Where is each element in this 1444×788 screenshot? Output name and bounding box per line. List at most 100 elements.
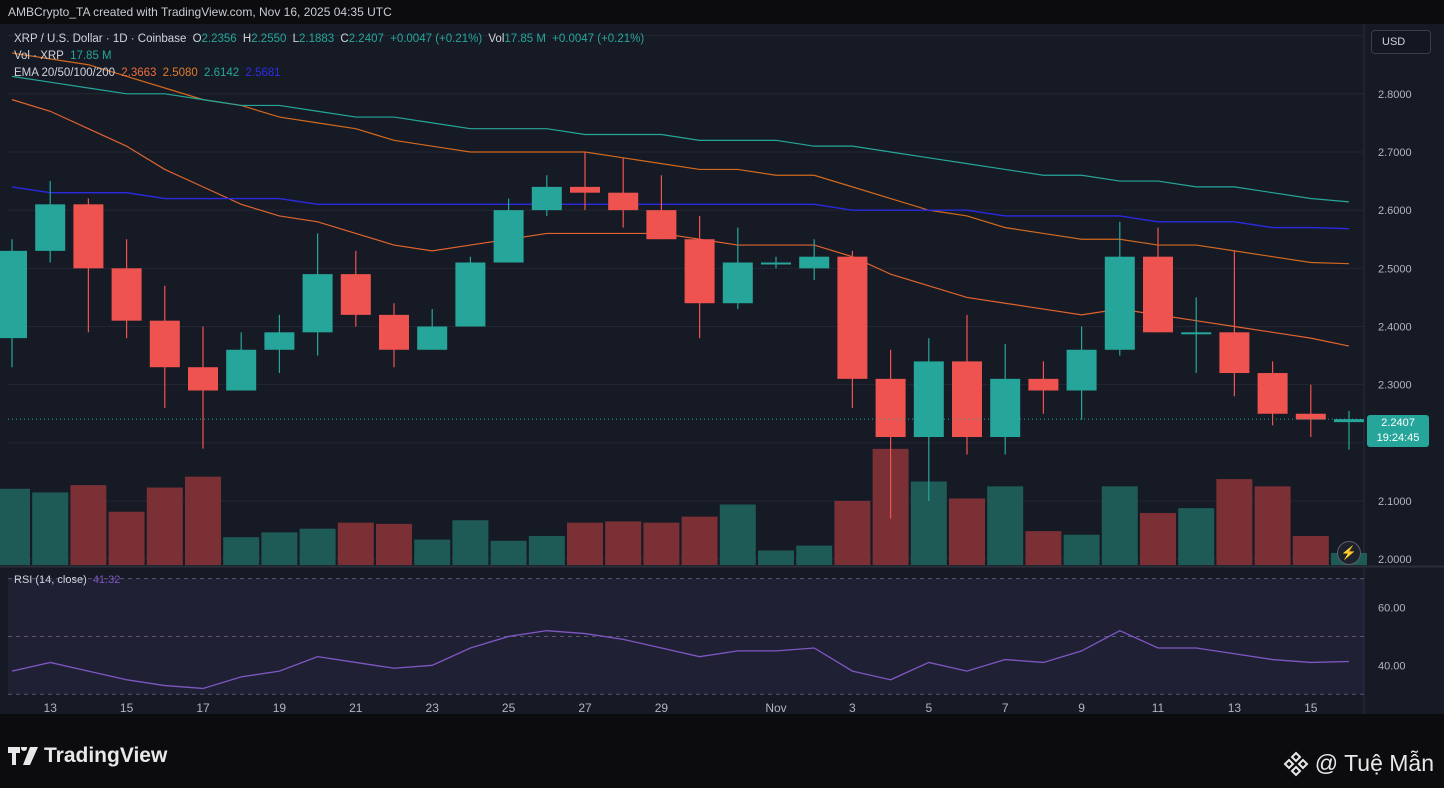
price-tick-label: 2.4000: [1378, 321, 1412, 333]
candle-body: [340, 274, 371, 315]
volume-bar: [299, 528, 336, 565]
ema200-value: 2.5681: [245, 67, 281, 79]
candle-body: [455, 262, 486, 327]
candle-body: [493, 210, 524, 263]
candle-body: [761, 262, 791, 265]
ema100-value: 2.6142: [204, 67, 240, 79]
volume-bar: [987, 486, 1024, 565]
volume-bar: [567, 522, 603, 565]
rsi-layer: [8, 578, 1364, 695]
bar-countdown: 19:24:45: [1376, 432, 1420, 444]
candle-body: [1295, 413, 1326, 420]
lightning-icon[interactable]: ⚡: [1337, 541, 1361, 565]
candle-body: [302, 274, 333, 333]
candle-body: [1181, 332, 1212, 335]
rsi-legend: RSI (14, close) 41.32: [14, 574, 123, 586]
x-tick-label: 13: [44, 701, 58, 715]
rsi-tick-label: 60.00: [1378, 603, 1406, 615]
ema200-line: [11, 186, 1350, 230]
candle-body: [570, 186, 600, 193]
volume-bar: [1178, 508, 1215, 565]
x-tick-label: 21: [349, 701, 363, 715]
volume-bar: [32, 492, 69, 565]
candle-body: [226, 349, 257, 391]
candle-body: [379, 314, 409, 350]
ema-legend: EMA 20/50/100/200 2.3663 2.5080 2.6142 2…: [14, 67, 284, 79]
candle-body: [111, 268, 142, 321]
volume-bar: [719, 504, 756, 565]
author-watermark: @ Tuệ Mẫn: [1283, 750, 1434, 777]
candle-body: [417, 326, 448, 350]
rsi-label: RSI (14, close): [14, 574, 87, 586]
close-value: 2.2407: [348, 33, 384, 45]
volume-bar: [758, 550, 794, 565]
candle-body: [1257, 373, 1288, 414]
vol-change-value: +0.0047 (+0.21%): [552, 33, 645, 45]
change-value: +0.0047 (+0.21%): [390, 33, 483, 45]
candle-body: [73, 204, 104, 269]
candle-body: [0, 250, 27, 339]
axis-layer: 2.90002.80002.70002.60002.50002.40002.30…: [44, 31, 1412, 715]
candle-body: [722, 262, 753, 304]
volume-bar: [185, 476, 221, 565]
x-tick-label: 15: [120, 701, 134, 715]
price-tick-label: 2.3000: [1378, 380, 1412, 392]
candle-body: [1066, 349, 1097, 391]
chart-canvas[interactable]: 2.90002.80002.70002.60002.50002.40002.30…: [0, 24, 1444, 726]
candle-body: [990, 378, 1021, 438]
volume-bar: [1254, 486, 1291, 565]
candle-body: [837, 256, 868, 379]
ema50-value: 2.5080: [162, 67, 198, 79]
x-tick-label: 5: [925, 701, 932, 715]
attribution-bar: AMBCrypto_TA created with TradingView.co…: [0, 0, 1444, 24]
candle-body: [1028, 378, 1059, 391]
x-tick-label: Nov: [765, 701, 786, 715]
symbol-legend: XRP / U.S. Dollar · 1D · Coinbase O2.235…: [14, 33, 647, 45]
currency-button[interactable]: USD: [1371, 30, 1431, 54]
x-tick-label: 25: [502, 701, 516, 715]
price-tick-label: 2.0000: [1378, 554, 1412, 566]
volume-bar: [643, 522, 680, 565]
footer-bar: [0, 726, 1444, 788]
watermark-text: @ Tuệ Mẫn: [1314, 750, 1434, 776]
ema20-value: 2.3663: [121, 67, 157, 79]
volume-bar: [376, 523, 412, 565]
x-tick-label: 3: [849, 701, 856, 715]
symbol-name: XRP / U.S. Dollar · 1D · Coinbase: [14, 33, 187, 45]
candle-body: [1334, 419, 1364, 423]
candle-body: [952, 361, 982, 438]
ema-label: EMA 20/50/100/200: [14, 67, 116, 79]
attribution-text: AMBCrypto_TA created with TradingView.co…: [8, 5, 392, 19]
x-tick-label: 13: [1228, 701, 1242, 715]
candle-body: [1143, 256, 1173, 333]
tradingview-logo: TradingView: [8, 744, 167, 768]
price-tick-label: 2.8000: [1378, 89, 1412, 101]
last-price: 2.2407: [1381, 417, 1415, 429]
candle-layer: [0, 151, 1364, 519]
candle-body: [1219, 332, 1250, 374]
vol-label: Vol: [488, 33, 505, 45]
candle-body: [264, 332, 295, 350]
volume-bar: [1063, 534, 1100, 565]
vol-xrp-value: 17.85 M: [70, 50, 112, 62]
vol-value: 17.85 M: [504, 33, 546, 45]
volume-bar: [834, 500, 871, 565]
candle-body: [875, 378, 906, 438]
price-tick-label: 2.7000: [1378, 147, 1412, 159]
candle-body: [608, 192, 639, 211]
x-tick-label: 23: [426, 701, 440, 715]
high-label: H: [242, 33, 252, 45]
candle-body: [149, 320, 180, 368]
volume-bar: [337, 522, 374, 565]
x-tick-label: 7: [1002, 701, 1009, 715]
volume-bar: [1216, 479, 1253, 565]
x-tick-label: 17: [196, 701, 210, 715]
binance-icon: [1283, 751, 1309, 776]
candle-body: [531, 186, 562, 211]
price-tick-label: 2.1000: [1378, 496, 1412, 508]
volume-bar: [1025, 531, 1062, 565]
low-value: 2.1883: [299, 33, 335, 45]
close-label: C: [340, 33, 349, 45]
candle-body: [799, 256, 830, 269]
volume-bar: [0, 488, 30, 565]
